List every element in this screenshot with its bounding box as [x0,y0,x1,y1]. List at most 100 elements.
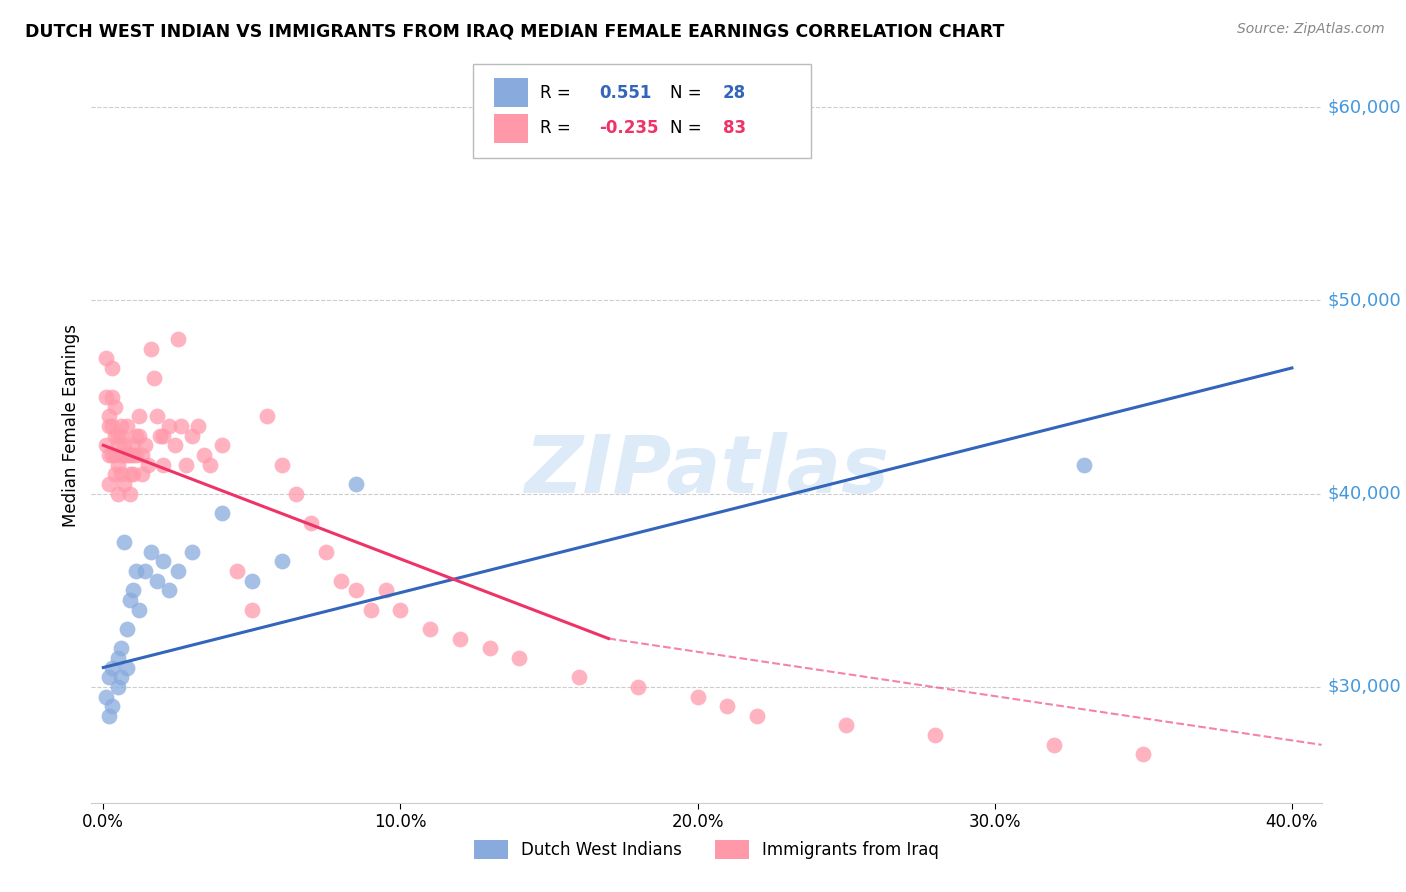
Point [1043,738,1066,752]
Point [686,690,709,704]
Point [478,641,501,656]
Point [101,448,124,462]
Point [270,554,292,568]
Point [128,409,150,424]
Point [115,622,138,636]
FancyBboxPatch shape [494,114,529,143]
Point [200,458,222,472]
Text: R =: R = [540,120,576,137]
Point [98,409,121,424]
Point [157,419,180,434]
Y-axis label: Median Female Earnings: Median Female Earnings [62,325,80,527]
Point [145,409,167,424]
Text: 83: 83 [723,120,745,137]
Point [169,419,191,434]
Text: $60,000: $60,000 [1327,98,1402,116]
Point [122,583,145,598]
Point [112,534,135,549]
Point [166,332,188,346]
Point [449,632,471,646]
Point [118,467,141,482]
Point [716,699,738,714]
Point [96,351,118,366]
Point [193,448,215,462]
Point [101,660,124,674]
Point [152,428,174,442]
FancyBboxPatch shape [472,64,811,159]
Point [122,467,145,482]
Text: N =: N = [669,120,706,137]
Legend: Dutch West Indians, Immigrants from Iraq: Dutch West Indians, Immigrants from Iraq [468,833,945,866]
Point [101,699,124,714]
Point [145,574,167,588]
Point [101,361,124,376]
Point [627,680,650,694]
Point [107,651,129,665]
Point [110,419,132,434]
Point [112,448,135,462]
Point [125,564,148,578]
Point [107,428,129,442]
Point [181,544,204,558]
Point [110,670,132,684]
Point [142,370,165,384]
Point [152,554,174,568]
Point [211,438,233,452]
Text: 0.551: 0.551 [599,84,652,102]
Text: R =: R = [540,84,576,102]
Point [924,728,946,742]
Point [128,602,150,616]
Point [1073,458,1095,472]
Point [152,458,174,472]
Text: Source: ZipAtlas.com: Source: ZipAtlas.com [1237,22,1385,37]
Point [330,574,353,588]
Point [98,708,121,723]
Point [96,390,118,404]
Point [181,428,204,442]
Point [315,544,337,558]
Point [745,708,768,723]
Point [419,622,441,636]
Point [98,670,121,684]
Point [101,419,124,434]
Point [107,438,129,452]
Point [187,419,209,434]
Point [104,428,127,442]
Point [96,438,118,452]
Point [270,458,292,472]
Point [112,477,135,491]
Point [211,506,233,520]
Point [166,564,188,578]
Point [134,564,156,578]
Point [104,448,127,462]
Point [125,448,148,462]
Text: $30,000: $30,000 [1327,678,1402,696]
Point [131,467,153,482]
Text: -0.235: -0.235 [599,120,659,137]
Point [122,438,145,452]
Point [110,428,132,442]
Point [115,448,138,462]
Point [128,428,150,442]
Text: $40,000: $40,000 [1327,484,1402,502]
Point [125,428,148,442]
Point [360,602,382,616]
Text: DUTCH WEST INDIAN VS IMMIGRANTS FROM IRAQ MEDIAN FEMALE EARNINGS CORRELATION CHA: DUTCH WEST INDIAN VS IMMIGRANTS FROM IRA… [25,22,1005,40]
Point [1132,747,1154,762]
Point [107,680,129,694]
Point [176,458,198,472]
Point [115,419,138,434]
Point [344,477,367,491]
Point [118,592,141,607]
Point [568,670,591,684]
Point [374,583,396,598]
Point [104,400,127,414]
Point [112,438,135,452]
Text: $50,000: $50,000 [1327,292,1402,310]
Text: ZIPatlas: ZIPatlas [524,432,889,510]
Point [101,390,124,404]
Point [163,438,186,452]
FancyBboxPatch shape [494,78,529,107]
Point [98,419,121,434]
Point [256,409,278,424]
